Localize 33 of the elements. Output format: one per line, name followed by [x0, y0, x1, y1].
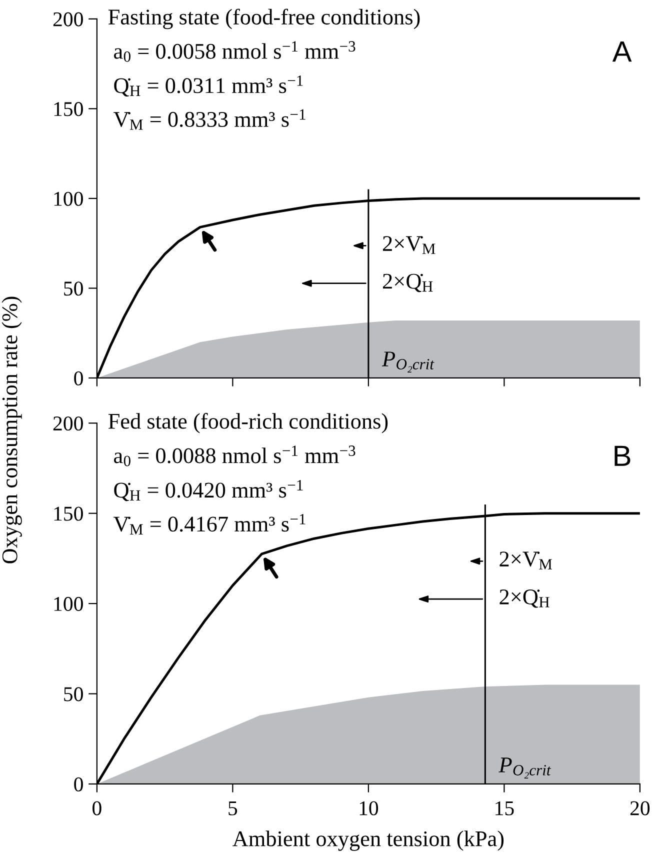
- y-tick-label: 0: [74, 777, 83, 792]
- x-tick-label: 5: [228, 801, 238, 816]
- chart-title: Fed state (food-rich conditions): [108, 412, 388, 434]
- annotation: V̇$_{M}$ = 0.4167 mm³ s$^{−1}$: [113, 514, 306, 534]
- annotation: 2×Q̇$_{H}$: [500, 589, 550, 608]
- chart-title: Fasting state (food-free conditions): [108, 8, 420, 30]
- annotation: Q̇$_{H}$ = 0.0311 mm³ s$^{−1}$: [114, 76, 303, 97]
- annotation: a$_{0}$ = 0.0058 nmol s$^{−1}$ mm$^{−3}$: [114, 41, 356, 62]
- y-tick-label: 200: [53, 416, 83, 431]
- y-tick-label: 200: [53, 12, 83, 26]
- y-tick-label: 150: [54, 506, 83, 521]
- x-tick-label: 15: [496, 801, 514, 816]
- x-tick-label: 0: [92, 801, 102, 816]
- annotation: 2×V̇$_{M}$: [500, 552, 552, 570]
- y-axis-title: Oxygen consumption rate (%): [2, 296, 22, 564]
- x-tick-label: 10: [360, 801, 378, 816]
- annotation: A: [612, 42, 632, 62]
- annotation: B: [614, 446, 630, 466]
- annotation: V̇$_{M}$ = 0.8333 mm³ s$^{−1}$: [113, 109, 306, 130]
- annotation: 2×Q̇$_{H}$: [382, 274, 433, 292]
- ref-line-label: P$_{O₂crit}$: [498, 758, 552, 778]
- y-tick-label: 100: [54, 192, 83, 206]
- y-tick-label: 50: [64, 687, 83, 702]
- annotation: Q̇$_{H}$ = 0.0420 mm³ s$^{−1}$: [114, 480, 303, 502]
- x-tick-label: 20: [630, 801, 650, 816]
- annotation: a$_{0}$ = 0.0088 nmol s$^{−1}$ mm$^{−3}$: [114, 446, 356, 466]
- y-tick-label: 150: [54, 102, 83, 116]
- ref-line-label: P$_{O₂crit}$: [382, 352, 434, 372]
- y-tick-label: 50: [64, 282, 83, 296]
- x-axis-title: Ambient oxygen tension (kPa): [232, 830, 504, 851]
- y-tick-label: 100: [54, 596, 83, 611]
- annotation: 2×V̇$_{M}$: [382, 236, 436, 254]
- y-tick-label: 0: [74, 371, 83, 386]
